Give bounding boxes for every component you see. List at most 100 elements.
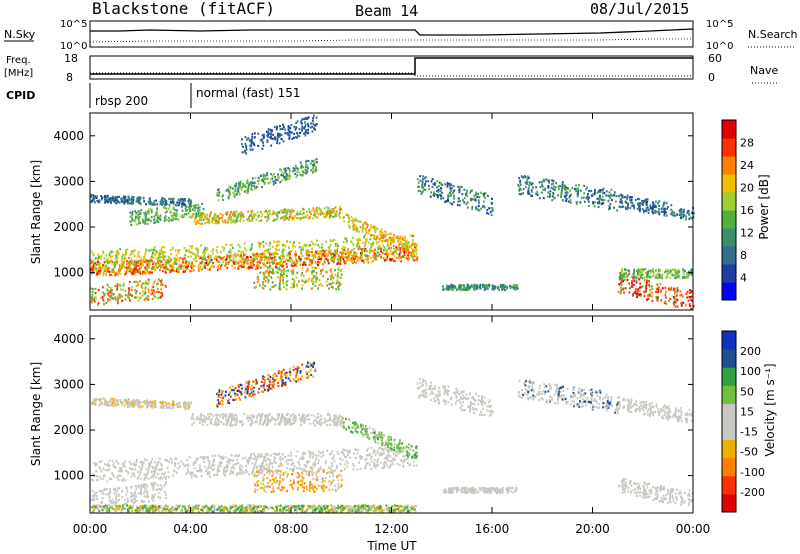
- range-cell: [598, 202, 601, 205]
- range-cell: [670, 288, 672, 291]
- range-cell: [399, 256, 401, 259]
- range-cell: [224, 456, 227, 459]
- range-cell: [292, 210, 295, 213]
- range-cell: [635, 269, 638, 273]
- range-cell: [369, 234, 372, 237]
- range-cell: [204, 465, 206, 468]
- range-cell: [301, 255, 304, 258]
- range-cell: [480, 207, 482, 210]
- range-cell: [484, 196, 486, 199]
- range-cell: [293, 217, 296, 220]
- range-cell: [305, 270, 308, 273]
- range-cell: [271, 262, 274, 265]
- range-cell: [370, 467, 372, 470]
- range-cell: [588, 196, 591, 199]
- range-cell: [127, 270, 129, 273]
- range-cell: [636, 290, 639, 293]
- range-cell: [276, 125, 278, 128]
- range-cell: [217, 188, 219, 191]
- range-cell: [332, 457, 335, 460]
- range-cell: [689, 298, 692, 301]
- range-cell: [138, 465, 140, 468]
- range-cell: [308, 451, 311, 454]
- range-cell: [651, 210, 654, 214]
- range-cell: [215, 219, 217, 222]
- range-cell: [239, 180, 242, 183]
- range-cell: [233, 215, 235, 218]
- range-cell: [209, 212, 212, 215]
- range-cell: [137, 270, 139, 273]
- range-cell: [123, 260, 126, 263]
- range-cell: [373, 256, 375, 259]
- range-cell: [620, 193, 623, 196]
- range-cell: [110, 199, 113, 202]
- range-cell: [160, 260, 163, 263]
- range-cell: [317, 287, 319, 290]
- range-cell: [190, 246, 193, 250]
- range-cell: [229, 213, 232, 216]
- range-cell: [327, 253, 329, 256]
- range-cell: [655, 200, 657, 203]
- range-cell: [118, 195, 120, 198]
- range-cell: [205, 215, 208, 218]
- range-cell: [147, 288, 150, 291]
- range-cell: [201, 257, 203, 260]
- range-cell: [216, 220, 219, 223]
- range-cell: [136, 477, 139, 480]
- range-cell: [632, 276, 635, 279]
- range-cell: [262, 173, 265, 176]
- range-cell: [113, 198, 116, 201]
- range-cell: [350, 240, 352, 243]
- range-cell: [269, 264, 271, 267]
- range-cell: [191, 264, 194, 267]
- range-cell: [138, 198, 140, 201]
- range-cell: [688, 270, 690, 273]
- range-cell: [298, 241, 301, 244]
- range-cell: [428, 187, 431, 190]
- range-cell: [237, 213, 239, 216]
- range-cell: [212, 463, 214, 466]
- range-cell: [289, 127, 292, 130]
- range-cell: [380, 250, 382, 253]
- range-cell: [185, 213, 188, 216]
- range-cell: [360, 254, 363, 257]
- range-cell: [314, 168, 317, 171]
- range-cell: [139, 269, 142, 272]
- range-cell: [564, 191, 567, 195]
- range-cell: [318, 246, 321, 249]
- range-cell: [164, 269, 167, 273]
- range-cell: [132, 202, 134, 205]
- range-cell: [287, 125, 290, 128]
- range-cell: [384, 235, 387, 238]
- range-cell: [123, 195, 126, 198]
- range-cell: [657, 276, 660, 279]
- range-cell: [602, 191, 604, 194]
- range-cell: [260, 471, 263, 474]
- range-cell: [200, 215, 203, 219]
- range-cell: [132, 264, 135, 267]
- range-cell: [181, 201, 184, 204]
- range-cell: [179, 257, 182, 260]
- range-cell: [610, 188, 613, 191]
- range-cell: [319, 211, 322, 214]
- range-cell: [419, 175, 422, 178]
- range-cell: [376, 449, 379, 452]
- range-cell: [283, 218, 285, 221]
- range-cell: [110, 287, 112, 290]
- range-cell: [370, 446, 373, 450]
- range-cell: [675, 274, 677, 277]
- range-cell: [144, 269, 147, 272]
- range-cell: [651, 287, 654, 290]
- range-cell: [175, 269, 178, 272]
- range-cell: [312, 171, 314, 174]
- range-cell: [295, 136, 297, 139]
- range-cell: [97, 264, 100, 267]
- range-cell: [381, 231, 384, 234]
- range-cell: [372, 241, 374, 244]
- range-cell: [514, 288, 517, 291]
- range-cell: [102, 265, 104, 268]
- range-cell: [623, 274, 626, 277]
- range-cell: [358, 237, 360, 240]
- range-cell: [279, 181, 282, 184]
- range-cell: [273, 240, 275, 243]
